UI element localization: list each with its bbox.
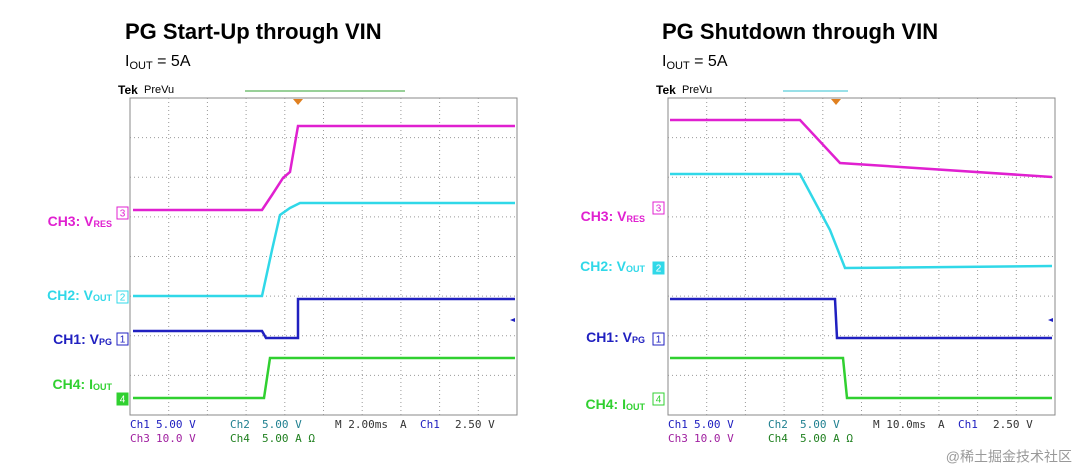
readout-item: Ch3	[668, 432, 688, 445]
readout-item: 5.00 V	[800, 418, 840, 431]
trace-ch3	[670, 118, 1053, 179]
readout-item: M 2.00ms	[335, 418, 388, 431]
readout-item: 5.00 A Ω	[262, 432, 315, 445]
channel-marker: 1	[120, 335, 126, 346]
readout-item: 10.0 V	[694, 432, 734, 445]
subtitle: IOUT = 5A	[125, 53, 191, 72]
subtitle-main: I	[125, 53, 129, 70]
readout-item: A	[400, 418, 407, 431]
channel-label: CH2: VOUT	[580, 258, 645, 275]
channel-name: CH1: V	[53, 331, 100, 347]
channel-name: CH1: V	[586, 329, 633, 345]
channel-name: CH3: V	[581, 208, 628, 224]
channel-marker-box	[652, 261, 665, 275]
subtitle-main: I	[662, 53, 666, 70]
subtitle-rest: = 5A	[153, 53, 191, 70]
channel-sub: OUT	[626, 402, 646, 412]
channel-marker: 3	[120, 209, 126, 220]
readout-item: 2.50 V	[993, 418, 1033, 431]
waveforms-right	[670, 118, 1053, 400]
readout-item: 5.00 V	[156, 418, 196, 431]
channel-label: CH3: VRES	[48, 213, 112, 230]
trigger-marker	[293, 99, 303, 105]
channel-marker-box	[652, 392, 665, 406]
channel-marker: 2	[120, 293, 126, 304]
subtitle-sub: OUT	[129, 60, 153, 72]
channel-marker-box	[116, 392, 129, 406]
trace-ch2	[670, 172, 1053, 270]
channel-label: CH1: VPG	[586, 329, 645, 346]
trace-ch1	[670, 297, 1052, 340]
channel-sub: RES	[93, 219, 112, 229]
readout-item: 5.00 V	[694, 418, 734, 431]
waveforms-left	[133, 124, 515, 400]
scope-brand: Tek	[118, 83, 138, 97]
channel-name: CH4: I	[53, 376, 93, 392]
channel-name: CH2: V	[47, 287, 94, 303]
readout-item: Ch1	[668, 418, 688, 431]
channel-label: CH2: VOUT	[47, 287, 112, 304]
readout-item: Ch2	[768, 418, 788, 431]
readout-item: 2.50 V	[455, 418, 495, 431]
trigger-marker	[831, 99, 841, 105]
channel-marker-box	[652, 332, 665, 346]
level-arrow	[1048, 318, 1053, 322]
readout-item: 5.00 V	[262, 418, 302, 431]
readout-item: Ch1	[420, 418, 440, 431]
channel-marker-box	[116, 206, 129, 220]
channel-marker: 4	[656, 395, 662, 406]
channel-marker: 1	[656, 335, 662, 346]
channel-label: CH1: VPG	[53, 331, 112, 348]
channel-marker: 2	[656, 264, 662, 275]
channel-label: CH3: VRES	[581, 208, 645, 225]
readout-item: M 10.0ms	[873, 418, 926, 431]
trace-ch3	[133, 124, 515, 212]
channel-sub: PG	[632, 335, 645, 345]
scope-mode: PreVu	[682, 84, 712, 96]
trace-ch1	[133, 297, 515, 340]
readout-item: 10.0 V	[156, 432, 196, 445]
readout-item: Ch4	[768, 432, 788, 445]
channel-marker-box	[116, 332, 129, 346]
readout-item: Ch4	[230, 432, 250, 445]
grid	[667, 97, 1056, 416]
channel-marker-box	[652, 201, 665, 215]
readout-item: Ch2	[230, 418, 250, 431]
subtitle: IOUT = 5A	[662, 53, 728, 72]
channel-name: CH2: V	[580, 258, 627, 274]
channel-label: CH4: IOUT	[53, 376, 113, 393]
channel-marker-box	[116, 290, 129, 304]
title: PG Start-Up through VIN	[125, 19, 382, 44]
channel-marker: 4	[120, 395, 126, 406]
channel-marker: 3	[656, 204, 662, 215]
scope-brand: Tek	[656, 83, 676, 97]
watermark: @稀土掘金技术社区	[946, 449, 1072, 465]
subtitle-rest: = 5A	[690, 53, 728, 70]
channel-name: CH3: V	[48, 213, 95, 229]
channel-sub: RES	[626, 214, 645, 224]
title: PG Shutdown through VIN	[662, 19, 938, 44]
readout-item: Ch1	[958, 418, 978, 431]
channel-sub: PG	[99, 337, 112, 347]
channel-name: CH4: I	[586, 396, 626, 412]
level-arrow	[510, 318, 515, 322]
trace-ch4	[670, 356, 1052, 400]
scope-mode: PreVu	[144, 84, 174, 96]
trace-ch4	[133, 356, 515, 400]
channel-sub: OUT	[93, 382, 113, 392]
readout-item: Ch1	[130, 418, 150, 431]
readout-item: Ch3	[130, 432, 150, 445]
channel-sub: OUT	[626, 264, 646, 274]
subtitle-sub: OUT	[666, 60, 690, 72]
trace-ch2	[133, 201, 515, 298]
channel-label: CH4: IOUT	[586, 396, 646, 413]
readout-item: A	[938, 418, 945, 431]
readout-item: 5.00 A Ω	[800, 432, 853, 445]
channel-sub: OUT	[93, 293, 113, 303]
